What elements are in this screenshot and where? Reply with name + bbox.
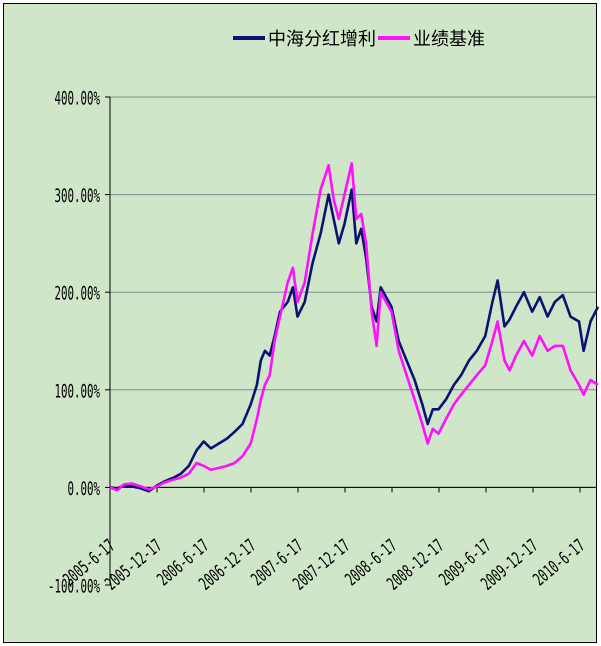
legend-label: 中海分红增利 (268, 29, 376, 50)
series-line (109, 162, 599, 492)
x-tick-labels: 2005-6-172005-12-172006-6-172006-12-1720… (60, 536, 589, 595)
legend-label: 业绩基准 (413, 29, 485, 50)
x-tick-label: 2010-6-17 (530, 536, 589, 591)
y-tick-label: 400.00% (54, 87, 100, 109)
y-tick-label: -100.00% (48, 575, 100, 597)
y-tick-label: 100.00% (54, 380, 100, 402)
series-line (109, 188, 600, 493)
y-tick-label: 0.00% (67, 478, 100, 500)
y-tick-label: 300.00% (54, 185, 100, 207)
y-tick-label: 200.00% (54, 283, 100, 305)
axes (105, 96, 596, 586)
y-tick-labels: 400.00% 300.00% 200.00% 100.00% 0.00% -100.00… (48, 87, 100, 597)
series-lines (109, 162, 600, 493)
legend: 中海分红增利 业绩基准 (233, 29, 485, 50)
